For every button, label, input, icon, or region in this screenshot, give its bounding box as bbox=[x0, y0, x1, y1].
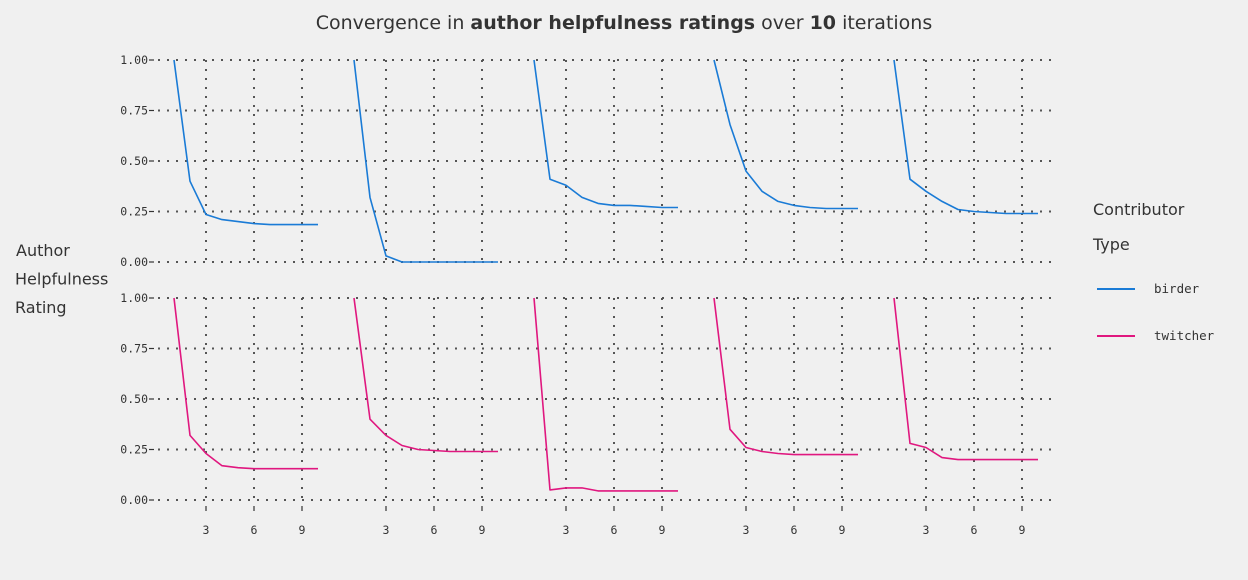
facet-panel: 3 6 9 bbox=[878, 297, 1054, 537]
x-tick-label: 3 bbox=[563, 523, 570, 537]
legend: Contributor Type birder twitcher bbox=[1092, 200, 1215, 343]
facet-panel bbox=[518, 59, 694, 263]
title-part: 10 bbox=[810, 12, 836, 34]
series-line-twitcher-panel-1 bbox=[173, 297, 318, 470]
x-tick-label: 9 bbox=[659, 523, 666, 537]
facet-panel: 0.00 0.25 0.50 0.75 1.00 3 6 9 bbox=[120, 291, 334, 537]
x-tick-label: 6 bbox=[251, 523, 258, 537]
y-tick-label: 0.00 bbox=[120, 493, 148, 507]
legend-label: birder bbox=[1154, 281, 1200, 296]
x-tick-label: 9 bbox=[479, 523, 486, 537]
facet-panel bbox=[698, 59, 874, 263]
series-line-birder-panel-4 bbox=[713, 59, 858, 210]
legend-title-line: Type bbox=[1092, 235, 1130, 254]
y-axis-title-line: Helpfulness bbox=[15, 270, 108, 289]
facet-panel bbox=[338, 59, 514, 263]
x-tick-label: 9 bbox=[299, 523, 306, 537]
x-tick-label: 9 bbox=[1019, 523, 1026, 537]
y-tick-label: 0.75 bbox=[120, 104, 148, 118]
facet-panels: 0.00 0.25 0.50 0.75 1.00 0.00 0.25 0.50 0.75 1.00… bbox=[120, 53, 1054, 537]
x-tick-label: 9 bbox=[839, 523, 846, 537]
x-tick-label: 3 bbox=[203, 523, 210, 537]
title-part: over bbox=[755, 12, 809, 34]
series-line-birder-panel-2 bbox=[353, 59, 498, 263]
facet-panel: 3 6 9 bbox=[518, 297, 694, 537]
y-axis-title: Author Helpfulness Rating bbox=[15, 241, 108, 317]
y-tick-label: 0.50 bbox=[120, 154, 148, 168]
x-tick-label: 6 bbox=[971, 523, 978, 537]
x-tick-label: 3 bbox=[743, 523, 750, 537]
x-tick-label: 3 bbox=[923, 523, 930, 537]
facet-panel bbox=[878, 59, 1054, 263]
series-line-twitcher-panel-3 bbox=[533, 297, 678, 492]
title-part: iterations bbox=[836, 12, 932, 34]
x-tick-label: 6 bbox=[431, 523, 438, 537]
y-axis-title-line: Rating bbox=[15, 298, 67, 317]
legend-title-line: Contributor bbox=[1093, 200, 1185, 219]
y-tick-label: 0.75 bbox=[120, 342, 148, 356]
chart-title: Convergence in author helpfulness rating… bbox=[316, 12, 933, 34]
title-part: Convergence in bbox=[316, 12, 471, 34]
title-part: author helpfulness ratings bbox=[470, 12, 755, 34]
legend-label: twitcher bbox=[1154, 328, 1215, 343]
y-tick-label: 0.25 bbox=[120, 443, 148, 457]
y-tick-label: 0.25 bbox=[120, 205, 148, 219]
x-tick-label: 6 bbox=[611, 523, 618, 537]
series-line-birder-panel-3 bbox=[533, 59, 678, 209]
series-line-twitcher-panel-2 bbox=[353, 297, 498, 453]
y-axis-title-line: Author bbox=[16, 241, 70, 260]
facet-panel: 3 6 9 bbox=[338, 297, 514, 537]
x-tick-label: 6 bbox=[791, 523, 798, 537]
series-line-twitcher-panel-4 bbox=[713, 297, 858, 456]
y-tick-label: 0.00 bbox=[120, 255, 148, 269]
x-tick-label: 3 bbox=[383, 523, 390, 537]
y-tick-label: 1.00 bbox=[120, 53, 148, 67]
y-tick-label: 0.50 bbox=[120, 392, 148, 406]
series-line-twitcher-panel-5 bbox=[893, 297, 1038, 461]
facet-panel: 3 6 9 bbox=[698, 297, 874, 537]
facet-panel: 0.00 0.25 0.50 0.75 1.00 bbox=[120, 53, 334, 269]
y-tick-label: 1.00 bbox=[120, 291, 148, 305]
series-line-birder-panel-1 bbox=[173, 59, 318, 226]
series-line-birder-panel-5 bbox=[893, 59, 1038, 215]
